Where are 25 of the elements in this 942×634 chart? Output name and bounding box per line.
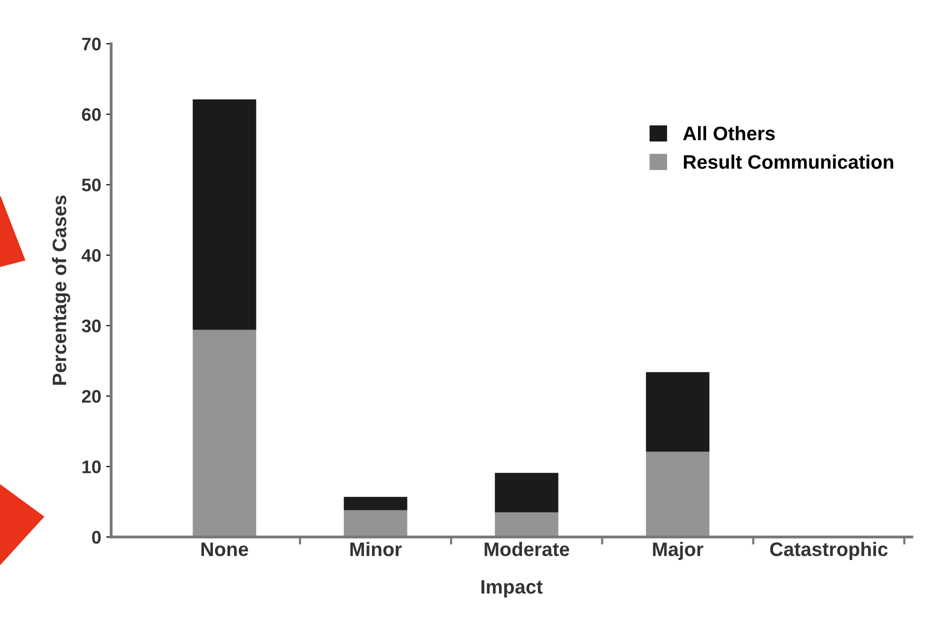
- y-tick-label: 0: [92, 530, 101, 544]
- bar: [192, 99, 256, 330]
- x-tick-label: Minor: [350, 542, 402, 556]
- bar: [344, 510, 408, 537]
- y-tick-label: 70: [82, 38, 101, 50]
- y-axis-title: Percentage of Cases: [52, 196, 70, 385]
- y-tick-label: 30: [82, 320, 101, 332]
- y-tick-label: 60: [82, 108, 101, 121]
- y-tick-label: 40: [82, 249, 101, 262]
- x-tick-label: Catastrophic: [770, 542, 888, 560]
- legend-label: All Others: [683, 126, 775, 140]
- y-tick-label: 20: [82, 390, 101, 403]
- legend-label: Result Communication: [684, 154, 894, 169]
- y-tick-label: 10: [82, 460, 101, 474]
- bar: [344, 496, 408, 510]
- x-tick-label: Major: [653, 542, 704, 560]
- bar: [192, 330, 256, 537]
- x-tick-label: None: [201, 542, 248, 556]
- x-tick-label: Moderate: [484, 542, 570, 556]
- bar: [646, 452, 710, 537]
- bar: [494, 512, 558, 537]
- bar: [494, 472, 558, 512]
- y-tick-label: 50: [82, 178, 101, 192]
- bar: [646, 372, 710, 452]
- x-axis-title: Impact: [481, 580, 543, 598]
